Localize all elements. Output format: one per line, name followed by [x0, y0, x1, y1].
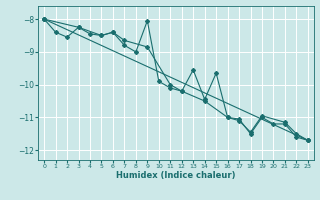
X-axis label: Humidex (Indice chaleur): Humidex (Indice chaleur)	[116, 171, 236, 180]
